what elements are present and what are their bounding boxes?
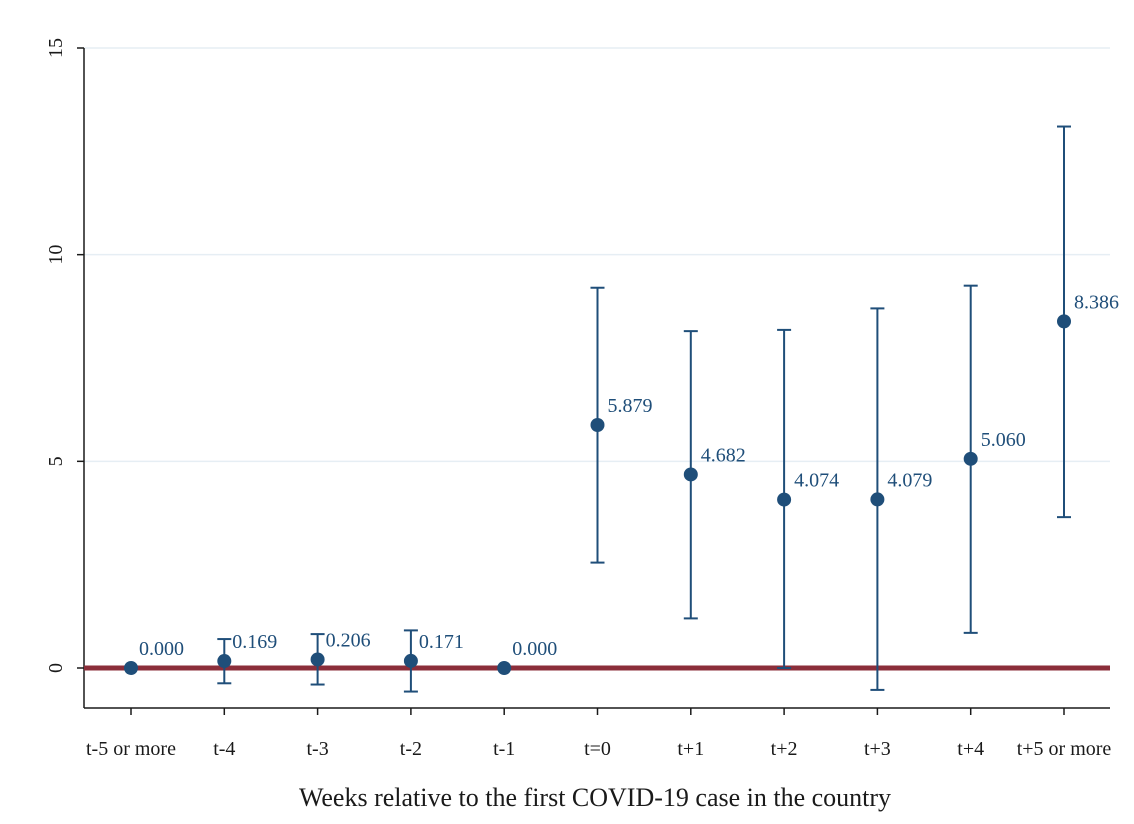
x-tick-label: t+5 or more	[1017, 738, 1112, 760]
data-point	[217, 654, 232, 669]
y-tick-label: 5	[45, 456, 67, 466]
data-label: 0.169	[232, 631, 277, 653]
x-tick-label: t-4	[213, 738, 235, 760]
data-point	[590, 418, 605, 433]
y-tick-label: 0	[45, 663, 67, 673]
point-estimates	[124, 314, 1071, 675]
y-tick-label: 10	[45, 245, 67, 265]
x-tick-label: t-2	[400, 738, 422, 760]
data-point	[777, 492, 792, 507]
data-point	[497, 661, 512, 675]
x-tick-label: t+3	[864, 738, 891, 760]
x-axis-title: Weeks relative to the first COVID-19 cas…	[299, 783, 891, 812]
data-point	[403, 653, 418, 668]
data-label: 4.079	[887, 469, 932, 491]
data-label: 0.000	[139, 638, 184, 660]
data-labels: 0.000 0.169 0.206 0.171 0.000 5.879 4.682 4.074…	[139, 291, 1119, 660]
data-point	[124, 661, 138, 675]
data-label: 4.074	[794, 470, 839, 492]
axes: 0 5 10 15 t-5 or more t-4 t-3 t-2 t-1 t=0 t+1 t+2 t+…	[45, 38, 1111, 760]
data-point	[310, 652, 325, 667]
data-point	[963, 451, 978, 466]
data-label: 5.060	[981, 429, 1026, 451]
x-tick-label: t+2	[771, 738, 798, 760]
data-label: 4.682	[701, 444, 746, 466]
data-label: 0.206	[326, 629, 371, 651]
data-label: 0.171	[419, 631, 464, 653]
data-label: 8.386	[1074, 291, 1119, 313]
x-tick-label: t+1	[677, 738, 704, 760]
data-point	[1057, 314, 1071, 329]
y-tick-label: 15	[45, 38, 67, 58]
x-tick-label: t=0	[584, 738, 611, 760]
x-tick-label: t-1	[493, 738, 515, 760]
x-tick-label: t-3	[306, 738, 328, 760]
x-tick-label: t-5 or more	[86, 738, 176, 760]
x-tick-label: t+4	[957, 738, 984, 760]
data-label: 0.000	[512, 638, 557, 660]
data-label: 5.879	[608, 395, 653, 417]
data-point	[870, 492, 885, 507]
data-point	[683, 467, 698, 482]
